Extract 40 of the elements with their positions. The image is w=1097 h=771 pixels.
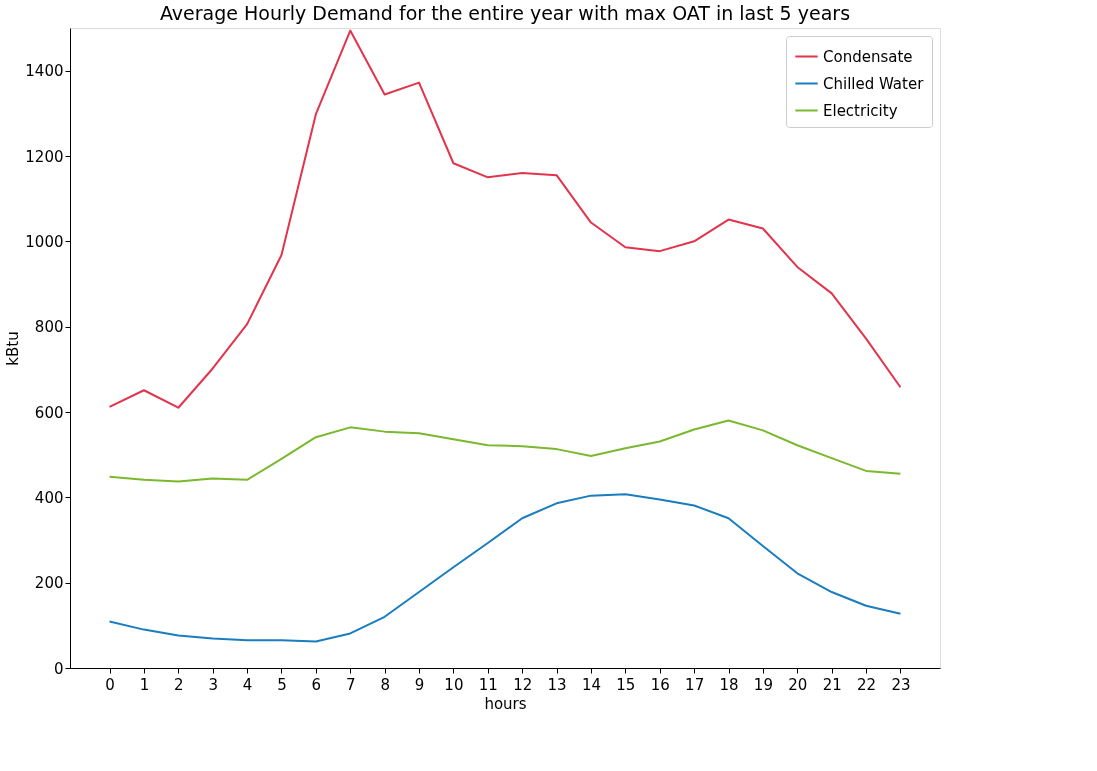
y-axis-title: kBtu [4,331,23,366]
legend-label: Chilled Water [823,74,925,93]
x-tick-label: 18 [719,675,739,694]
legend-label: Condensate [823,47,913,66]
x-tick-label: 3 [208,675,218,694]
y-tick-label: 1200 [25,147,64,166]
y-tick-label: 1000 [25,232,64,251]
x-tick-label: 23 [891,675,911,694]
line-series [108,493,902,643]
x-tick-label: 17 [685,675,705,694]
x-axis-title: hours [484,694,527,713]
x-tick-label: 10 [444,675,464,694]
x-tick-label: 4 [242,675,253,694]
x-tick-label: 15 [616,675,636,694]
x-tick-label: 20 [788,675,808,694]
x-tick-label: 1 [139,675,150,694]
chart-title: Average Hourly Demand for the entire year with max OAT in last 5 years [159,2,851,24]
x-tick-label: 12 [513,675,533,694]
x-tick-label: 16 [650,675,670,694]
legend-label: Electricity [823,101,898,120]
x-tick-label: 6 [311,675,322,694]
x-tick-label: 22 [857,675,877,694]
x-tick-label: 14 [581,675,602,694]
x-tick-label: 7 [345,675,356,694]
y-tick-label: 1400 [25,62,64,81]
x-tick-label: 9 [414,675,425,694]
y-tick-label: 200 [34,574,64,593]
x-tick-label: 2 [174,675,184,694]
y-tick-label: 400 [34,488,64,507]
y-tick-label: 600 [34,403,64,422]
x-tick-label: 5 [277,675,287,694]
y-tick-label: 0 [53,659,64,678]
x-tick-label: 0 [105,675,115,694]
x-tick-label: 13 [547,675,567,694]
x-tick-label: 11 [478,675,498,694]
y-tick-label: 800 [34,318,64,337]
x-tick-label: 8 [380,675,390,694]
x-tick-label: 19 [753,675,773,694]
x-tick-label: 21 [822,675,842,694]
line-series [108,419,902,483]
